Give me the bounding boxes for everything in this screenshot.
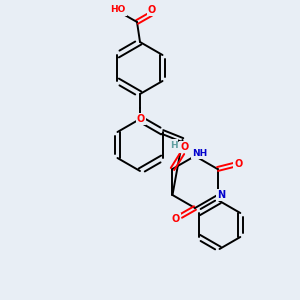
Text: O: O bbox=[180, 142, 189, 152]
Text: O: O bbox=[148, 5, 156, 15]
Text: NH: NH bbox=[192, 148, 208, 158]
Text: O: O bbox=[172, 214, 180, 224]
Text: HO: HO bbox=[110, 5, 126, 14]
Text: O: O bbox=[137, 114, 145, 124]
Text: H: H bbox=[170, 140, 177, 149]
Text: N: N bbox=[218, 190, 226, 200]
Text: O: O bbox=[234, 159, 243, 169]
